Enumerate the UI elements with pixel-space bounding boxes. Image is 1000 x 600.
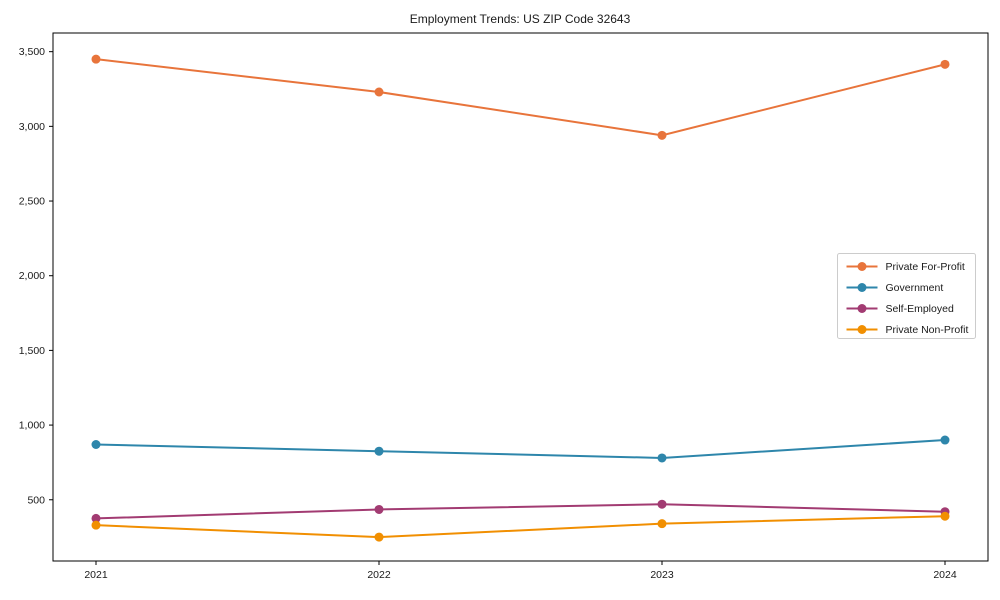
y-tick-label: 1,000: [19, 420, 45, 432]
legend-marker-swatch: [857, 325, 867, 334]
series-point-private-for-profit-2024: [940, 59, 950, 69]
legend-entry-government: Government: [846, 282, 944, 294]
legend-entry-self-employed: Self-Employed: [846, 303, 954, 315]
legend-marker-swatch: [857, 262, 867, 271]
series-line-private-for-profit: [95, 58, 946, 137]
y-tick-label: 3,500: [19, 46, 45, 58]
y-tick-label: 500: [27, 494, 45, 506]
x-tick-label: 2022: [367, 569, 391, 581]
y-tick-label: 3,000: [19, 121, 45, 133]
series-line-self-employed: [95, 503, 946, 520]
series-line-private-non-profit: [95, 515, 946, 539]
series-point-self-employed-2022: [374, 504, 384, 514]
series-line-government: [95, 439, 946, 459]
legend-label: Self-Employed: [886, 303, 954, 315]
series-point-private-non-profit-2021: [91, 520, 101, 530]
series-point-self-employed-2021: [91, 513, 101, 523]
y-tick-label: 2,000: [19, 270, 45, 282]
series-point-private-for-profit-2021: [91, 54, 101, 64]
legend-label: Private For-Profit: [886, 261, 965, 273]
series-point-private-non-profit-2023: [657, 519, 667, 529]
y-tick-label: 1,500: [19, 345, 45, 357]
legend-label: Private Non-Profit: [886, 324, 969, 336]
series-point-self-employed-2023: [657, 499, 667, 509]
legend-marker-swatch: [857, 283, 867, 292]
plot-area: 500 1,000 1,500 2,000 2,500 3,000 3,500 2021 202…: [19, 32, 989, 581]
axes-frame: [52, 32, 989, 562]
legend-entry-private-for-profit: Private For-Profit: [846, 261, 965, 273]
x-tick-label: 2023: [650, 569, 674, 581]
legend-marker-swatch: [857, 304, 867, 313]
legend: Private For-Profit Government Self-Employe…: [837, 253, 976, 339]
x-tick-label: 2024: [933, 569, 957, 581]
legend-label: Government: [886, 282, 944, 294]
chart-title: Employment Trends: US ZIP Code 32643: [410, 12, 631, 26]
series-point-government-2021: [91, 439, 101, 449]
y-tick-label: 2,500: [19, 196, 45, 208]
x-tick-label: 2021: [84, 569, 108, 581]
series-point-government-2023: [657, 453, 667, 463]
series-point-private-non-profit-2022: [374, 532, 384, 542]
legend-entry-private-non-profit: Private Non-Profit: [846, 324, 969, 336]
series-point-private-for-profit-2023: [657, 130, 667, 140]
legend-box: [837, 253, 976, 339]
series-point-government-2022: [374, 446, 384, 456]
series-point-private-for-profit-2022: [374, 87, 384, 97]
series-point-private-non-profit-2024: [940, 511, 950, 521]
series-point-government-2024: [940, 435, 950, 445]
